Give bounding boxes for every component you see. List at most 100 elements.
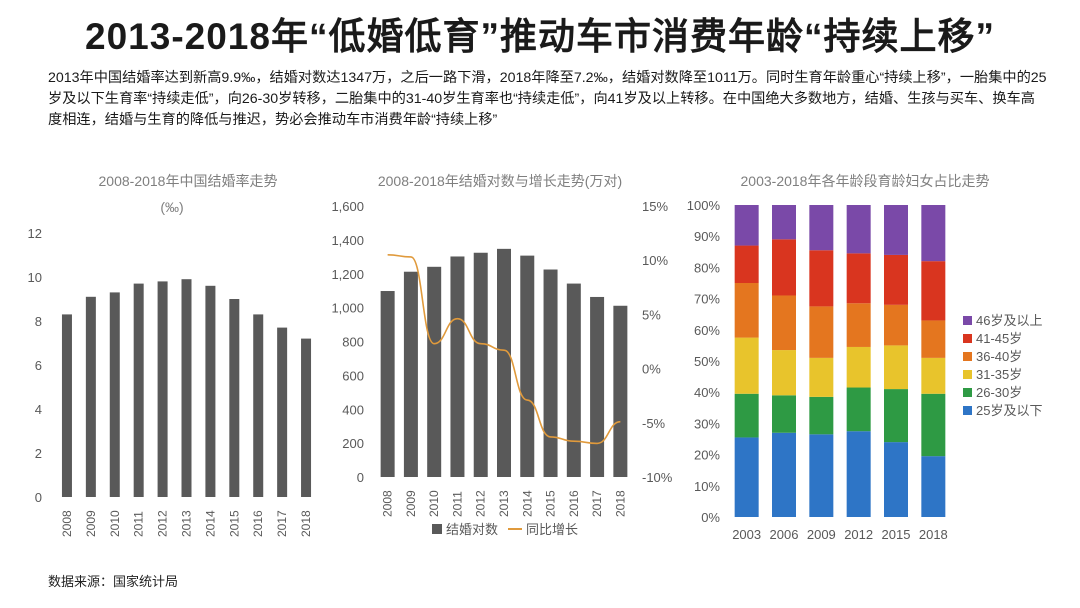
- chart1-bar: [253, 314, 264, 497]
- chart2-ytick-left-label: 1,200: [331, 267, 364, 282]
- chart3-legend-label: 31-35岁: [976, 367, 1022, 382]
- chart3-xtick-label: 2009: [807, 527, 836, 542]
- chart3-segment: [884, 304, 908, 346]
- chart2-legend-bar-swatch: [432, 524, 442, 534]
- chart2-ytick-left-label: 200: [342, 436, 364, 451]
- chart3-legend-label: 36-40岁: [976, 349, 1022, 364]
- chart1-ytick-label: 6: [35, 358, 42, 373]
- chart3-segment: [921, 456, 946, 517]
- chart3-segment: [772, 239, 796, 296]
- chart3-legend-label: 41-45岁: [976, 331, 1022, 346]
- chart2-bar: [520, 255, 535, 477]
- chart2-ytick-left-label: 800: [342, 335, 364, 350]
- chart2-bar: [380, 291, 395, 477]
- chart2-bar: [403, 271, 418, 477]
- chart1-subtitle: (‰): [160, 199, 183, 215]
- chart3-xtick-label: 2015: [882, 527, 911, 542]
- chart1-bar: [133, 283, 144, 497]
- chart3-legend-swatch: [963, 406, 972, 415]
- chart2-bar: [427, 266, 442, 477]
- chart1-ytick-label: 12: [28, 226, 42, 241]
- chart3-segment: [809, 306, 834, 358]
- chart1-bar: [301, 338, 312, 497]
- chart2-xtick-label: 2009: [404, 490, 418, 517]
- chart3-segment: [846, 303, 871, 347]
- chart3-segment: [772, 395, 796, 433]
- chart2-ytick-left-label: 1,400: [331, 233, 364, 248]
- chart1-ytick-label: 4: [35, 402, 42, 417]
- chart1-bar: [157, 281, 168, 497]
- page-description: 2013年中国结婚率达到新高9.9‰，结婚对数达1347万，之后一路下滑，201…: [48, 70, 1047, 128]
- chart1-bar: [109, 292, 120, 497]
- chart3-legend-swatch: [963, 334, 972, 343]
- chart2-xtick-label: 2015: [544, 490, 558, 517]
- chart3-xtick-label: 2012: [844, 527, 873, 542]
- chart3-ytick-label: 60%: [694, 323, 720, 338]
- chart1-ytick-label: 0: [35, 490, 42, 505]
- chart2-xtick-label: 2008: [381, 490, 395, 517]
- chart3-xtick-label: 2006: [770, 527, 799, 542]
- chart3-segment: [884, 254, 908, 305]
- chart2-bar: [613, 305, 628, 477]
- chart3-legend-swatch: [963, 316, 972, 325]
- chart2-bar: [590, 296, 605, 477]
- chart1-ytick-label: 8: [35, 314, 42, 329]
- chart3-ytick-label: 100%: [687, 198, 721, 213]
- chart2-ytick-right-label: 10%: [642, 253, 668, 268]
- chart3-segment: [772, 205, 796, 240]
- chart3-ytick-label: 40%: [694, 385, 720, 400]
- chart3-segment: [846, 253, 871, 304]
- chart3-ytick-label: 20%: [694, 448, 720, 463]
- chart2-title: 2008-2018年结婚对数与增长走势(万对): [378, 173, 622, 189]
- chart1-xtick-label: 2013: [180, 510, 194, 537]
- chart3-segment: [809, 357, 834, 397]
- chart2-growth-line: [387, 253, 621, 445]
- chart3-title: 2003-2018年各年龄段育龄妇女占比走势: [741, 173, 990, 189]
- chart3-legend-label: 46岁及以上: [976, 313, 1042, 328]
- chart3-segment: [884, 389, 908, 443]
- chart3-segment: [734, 393, 759, 438]
- chart1-xtick-label: 2011: [132, 511, 146, 537]
- chart3-segment: [772, 350, 796, 396]
- chart2-bar: [450, 256, 465, 477]
- chart3-segment: [884, 442, 908, 517]
- chart1-xtick-label: 2014: [203, 510, 217, 537]
- chart1-xtick-label: 2016: [251, 510, 265, 537]
- chart1-bar: [181, 279, 192, 497]
- chart3-segment: [809, 205, 834, 251]
- chart3-segment: [734, 245, 759, 283]
- chart1-ytick-label: 10: [28, 270, 42, 285]
- chart3-segment: [846, 387, 871, 432]
- chart1-ytick-label: 2: [35, 446, 42, 461]
- page-title: 2013-2018年“低婚低育”推动车市消费年龄“持续上移”: [85, 16, 995, 57]
- chart2-xtick-label: 2013: [497, 490, 511, 517]
- chart1-xtick-label: 2008: [60, 510, 74, 537]
- chart3-segment: [734, 437, 759, 517]
- chart3-segment: [921, 393, 946, 457]
- chart2-legend-line-label: 同比增长: [526, 522, 578, 537]
- chart1-xtick-label: 2017: [275, 510, 289, 537]
- chart1-bar: [61, 314, 72, 497]
- chart3-segment: [772, 432, 796, 517]
- chart3-segment: [772, 295, 796, 351]
- chart1-xtick-label: 2009: [84, 510, 98, 537]
- chart3-ytick-label: 0%: [701, 510, 720, 525]
- chart2-ytick-left-label: 1,000: [331, 301, 364, 316]
- chart2-ytick-left-label: 0: [357, 470, 364, 485]
- chart3-segment: [921, 205, 946, 262]
- chart1-xtick-label: 2012: [156, 510, 170, 537]
- chart2-ytick-right-label: -10%: [642, 470, 673, 485]
- chart2-xtick-label: 2014: [520, 490, 534, 517]
- chart2-legend-bar-label: 结婚对数: [446, 522, 498, 537]
- chart3-xtick-label: 2018: [919, 527, 948, 542]
- chart2-ytick-left-label: 1,600: [331, 199, 364, 214]
- chart3-segment: [884, 345, 908, 390]
- chart2-ytick-right-label: 5%: [642, 307, 661, 322]
- chart3-legend-swatch: [963, 388, 972, 397]
- chart3-legend-swatch: [963, 370, 972, 379]
- chart1-xtick-label: 2010: [108, 510, 122, 537]
- chart2-ytick-right-label: 0%: [642, 362, 661, 377]
- chart3-ytick-label: 10%: [694, 479, 720, 494]
